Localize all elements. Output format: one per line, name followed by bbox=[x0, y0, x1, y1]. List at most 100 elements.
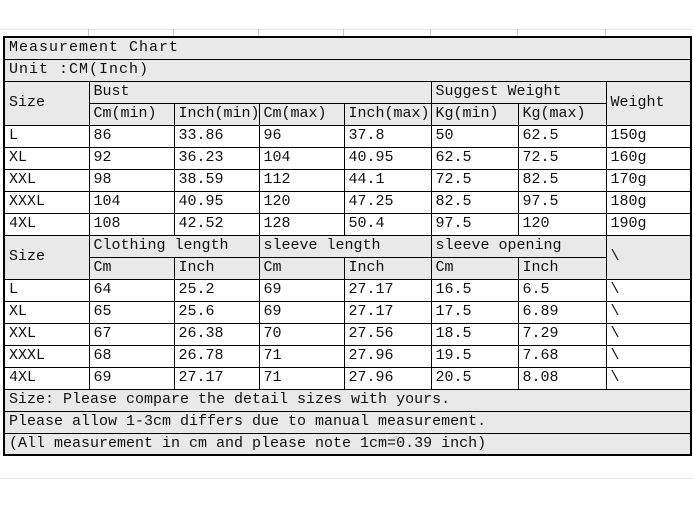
value-cell: 40.95 bbox=[343, 146, 432, 170]
table-row: XXXL 68 26.78 71 27.96 19.5 7.68 \ bbox=[3, 344, 692, 368]
weight-column-header: Weight bbox=[605, 80, 692, 126]
value-cell: 120 bbox=[258, 190, 345, 214]
cm-header: Cm bbox=[430, 256, 519, 280]
unit-row: Unit :CM(Inch) bbox=[3, 58, 692, 82]
value-cell: 50.4 bbox=[343, 212, 432, 236]
value-cell: 25.6 bbox=[173, 300, 260, 324]
weight-cell: 150g bbox=[605, 124, 692, 148]
value-cell: 69 bbox=[88, 366, 175, 390]
size-cell: XL bbox=[3, 300, 90, 324]
value-cell: 50 bbox=[430, 124, 519, 148]
title-row: Measurement Chart bbox=[3, 36, 692, 60]
na-slash-cell: \ bbox=[605, 322, 692, 346]
kg-min-header: Kg(min) bbox=[430, 102, 519, 126]
inch-max-header: Inch(max) bbox=[343, 102, 432, 126]
value-cell: 27.56 bbox=[343, 322, 432, 346]
value-cell: 27.17 bbox=[343, 278, 432, 302]
size-cell: XL bbox=[3, 146, 90, 170]
note-compare-sizes: Size: Please compare the detail sizes wi… bbox=[3, 388, 692, 412]
value-cell: 67 bbox=[88, 322, 175, 346]
value-cell: 71 bbox=[258, 366, 345, 390]
note-row: Size: Please compare the detail sizes wi… bbox=[3, 388, 692, 412]
cm-max-header: Cm(max) bbox=[258, 102, 345, 126]
value-cell: 18.5 bbox=[430, 322, 519, 346]
value-cell: 104 bbox=[258, 146, 345, 170]
value-cell: 72.5 bbox=[517, 146, 607, 170]
sleeve-length-group-header: sleeve length bbox=[258, 234, 432, 258]
spreadsheet-gridline bbox=[430, 29, 431, 36]
value-cell: 8.08 bbox=[517, 366, 607, 390]
section2-group-header-row: Size Clothing length sleeve length sleev… bbox=[3, 234, 692, 280]
spreadsheet-gridline bbox=[0, 478, 693, 479]
na-slash-cell: \ bbox=[605, 300, 692, 324]
value-cell: 47.25 bbox=[343, 190, 432, 214]
value-cell: 6.5 bbox=[517, 278, 607, 302]
na-slash-cell: \ bbox=[605, 278, 692, 302]
measurement-table: Measurement Chart Unit :CM(Inch) Size Bu… bbox=[3, 36, 693, 456]
value-cell: 82.5 bbox=[430, 190, 519, 214]
table-row: XL 65 25.6 69 27.17 17.5 6.89 \ bbox=[3, 300, 692, 324]
size-cell: XXXL bbox=[3, 344, 90, 368]
note-row: (All measurement in cm and please note 1… bbox=[3, 432, 692, 456]
value-cell: 27.17 bbox=[343, 300, 432, 324]
spreadsheet-gridline bbox=[605, 29, 606, 36]
table-row: XL 92 36.23 104 40.95 62.5 72.5 160g bbox=[3, 146, 692, 170]
table-row: 4XL 108 42.52 128 50.4 97.5 120 190g bbox=[3, 212, 692, 236]
weight-cell: 180g bbox=[605, 190, 692, 214]
value-cell: 64 bbox=[88, 278, 175, 302]
size-cell: L bbox=[3, 278, 90, 302]
table-row: XXL 67 26.38 70 27.56 18.5 7.29 \ bbox=[3, 322, 692, 346]
bust-group-header: Bust bbox=[88, 80, 432, 104]
value-cell: 17.5 bbox=[430, 300, 519, 324]
value-cell: 20.5 bbox=[430, 366, 519, 390]
size-column-header: Size bbox=[3, 80, 90, 126]
size-cell: L bbox=[3, 124, 90, 148]
value-cell: 40.95 bbox=[173, 190, 260, 214]
value-cell: 82.5 bbox=[517, 168, 607, 192]
value-cell: 19.5 bbox=[430, 344, 519, 368]
size-cell: XXL bbox=[3, 168, 90, 192]
value-cell: 25.2 bbox=[173, 278, 260, 302]
na-column-header: \ bbox=[605, 234, 692, 280]
value-cell: 86 bbox=[88, 124, 175, 148]
value-cell: 37.8 bbox=[343, 124, 432, 148]
value-cell: 97.5 bbox=[517, 190, 607, 214]
value-cell: 65 bbox=[88, 300, 175, 324]
note-row: Please allow 1-3cm differs due to manual… bbox=[3, 410, 692, 434]
value-cell: 7.68 bbox=[517, 344, 607, 368]
section1-group-header-row: Size Bust Suggest Weight Weight bbox=[3, 80, 692, 126]
value-cell: 26.78 bbox=[173, 344, 260, 368]
value-cell: 104 bbox=[88, 190, 175, 214]
section1-sub-header-row: Cm(min) Inch(min) Cm(max) Inch(max) Kg(m… bbox=[4, 102, 691, 126]
value-cell: 128 bbox=[258, 212, 345, 236]
value-cell: 27.96 bbox=[343, 344, 432, 368]
value-cell: 96 bbox=[258, 124, 345, 148]
kg-max-header: Kg(max) bbox=[517, 102, 607, 126]
value-cell: 72.5 bbox=[430, 168, 519, 192]
cm-header: Cm bbox=[258, 256, 345, 280]
sleeve-opening-group-header: sleeve opening bbox=[430, 234, 607, 258]
value-cell: 112 bbox=[258, 168, 345, 192]
value-cell: 69 bbox=[258, 278, 345, 302]
chart-title: Measurement Chart bbox=[3, 36, 692, 60]
unit-label: Unit :CM(Inch) bbox=[3, 58, 692, 82]
spreadsheet-gridline bbox=[173, 29, 174, 36]
value-cell: 7.29 bbox=[517, 322, 607, 346]
value-cell: 62.5 bbox=[517, 124, 607, 148]
value-cell: 120 bbox=[517, 212, 607, 236]
value-cell: 98 bbox=[88, 168, 175, 192]
note-manual-measurement: Please allow 1-3cm differs due to manual… bbox=[3, 410, 692, 434]
table-row: L 64 25.2 69 27.17 16.5 6.5 \ bbox=[3, 278, 692, 302]
size-cell: 4XL bbox=[3, 212, 90, 236]
spreadsheet-gridline bbox=[343, 29, 344, 36]
value-cell: 42.52 bbox=[173, 212, 260, 236]
spreadsheet-gridline bbox=[88, 29, 89, 36]
value-cell: 16.5 bbox=[430, 278, 519, 302]
weight-cell: 170g bbox=[605, 168, 692, 192]
size-cell: 4XL bbox=[3, 366, 90, 390]
value-cell: 92 bbox=[88, 146, 175, 170]
value-cell: 27.96 bbox=[343, 366, 432, 390]
table-row: XXXL 104 40.95 120 47.25 82.5 97.5 180g bbox=[3, 190, 692, 214]
inch-header: Inch bbox=[173, 256, 260, 280]
